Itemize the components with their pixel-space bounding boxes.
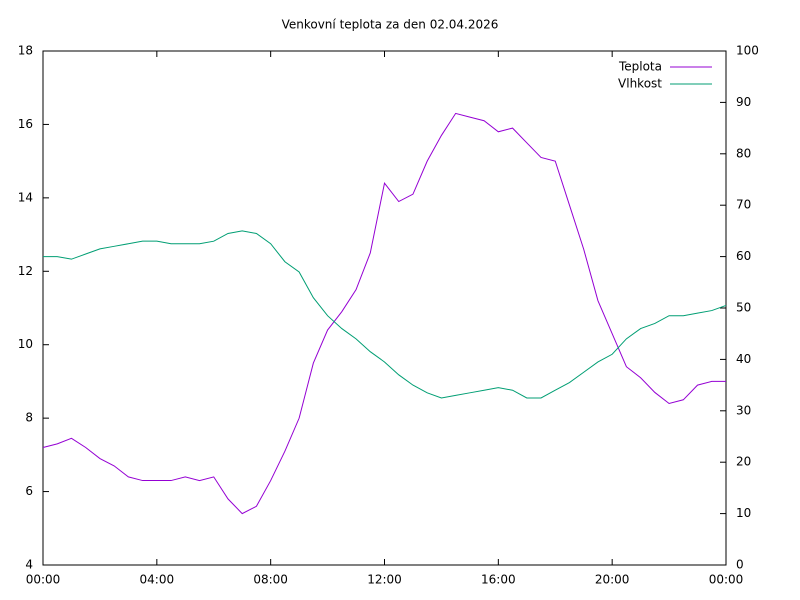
y2-tick-label: 10 xyxy=(736,506,751,520)
y2-tick-label: 100 xyxy=(736,44,759,58)
x-tick-label: 08:00 xyxy=(253,573,288,587)
y2-tick-label: 80 xyxy=(736,146,751,160)
x-tick-label: 04:00 xyxy=(140,573,175,587)
y2-tick-label: 70 xyxy=(736,198,751,212)
y2-tick-label: 40 xyxy=(736,352,751,366)
y2-tick-label: 20 xyxy=(736,455,751,469)
x-tick-label: 20:00 xyxy=(595,573,630,587)
legend-label: Vlhkost xyxy=(618,77,662,91)
y2-tick-label: 50 xyxy=(736,301,751,315)
y-tick-label: 16 xyxy=(18,117,33,131)
series-line xyxy=(42,112,726,515)
x-tick-label: 16:00 xyxy=(481,573,516,587)
y2-tick-label: 0 xyxy=(736,558,744,572)
legend-label: Teplota xyxy=(618,60,662,74)
y-tick-label: 14 xyxy=(18,190,33,204)
y2-tick-label: 30 xyxy=(736,403,751,417)
series-line xyxy=(43,230,727,399)
x-tick-label: 00:00 xyxy=(26,573,61,587)
y2-tick-label: 90 xyxy=(736,95,751,109)
y-tick-label: 8 xyxy=(25,411,33,425)
y2-tick-label: 60 xyxy=(736,249,751,263)
y-tick-label: 10 xyxy=(18,337,33,351)
y-tick-label: 18 xyxy=(18,44,33,58)
x-tick-label: 00:00 xyxy=(709,573,744,587)
chart-title: Venkovní teplota za den 02.04.2026 xyxy=(282,18,499,32)
plot-border xyxy=(42,50,727,566)
y-tick-label: 4 xyxy=(25,558,33,572)
x-tick-label: 12:00 xyxy=(367,573,402,587)
y-tick-label: 6 xyxy=(25,484,33,498)
y-tick-label: 12 xyxy=(18,264,33,278)
